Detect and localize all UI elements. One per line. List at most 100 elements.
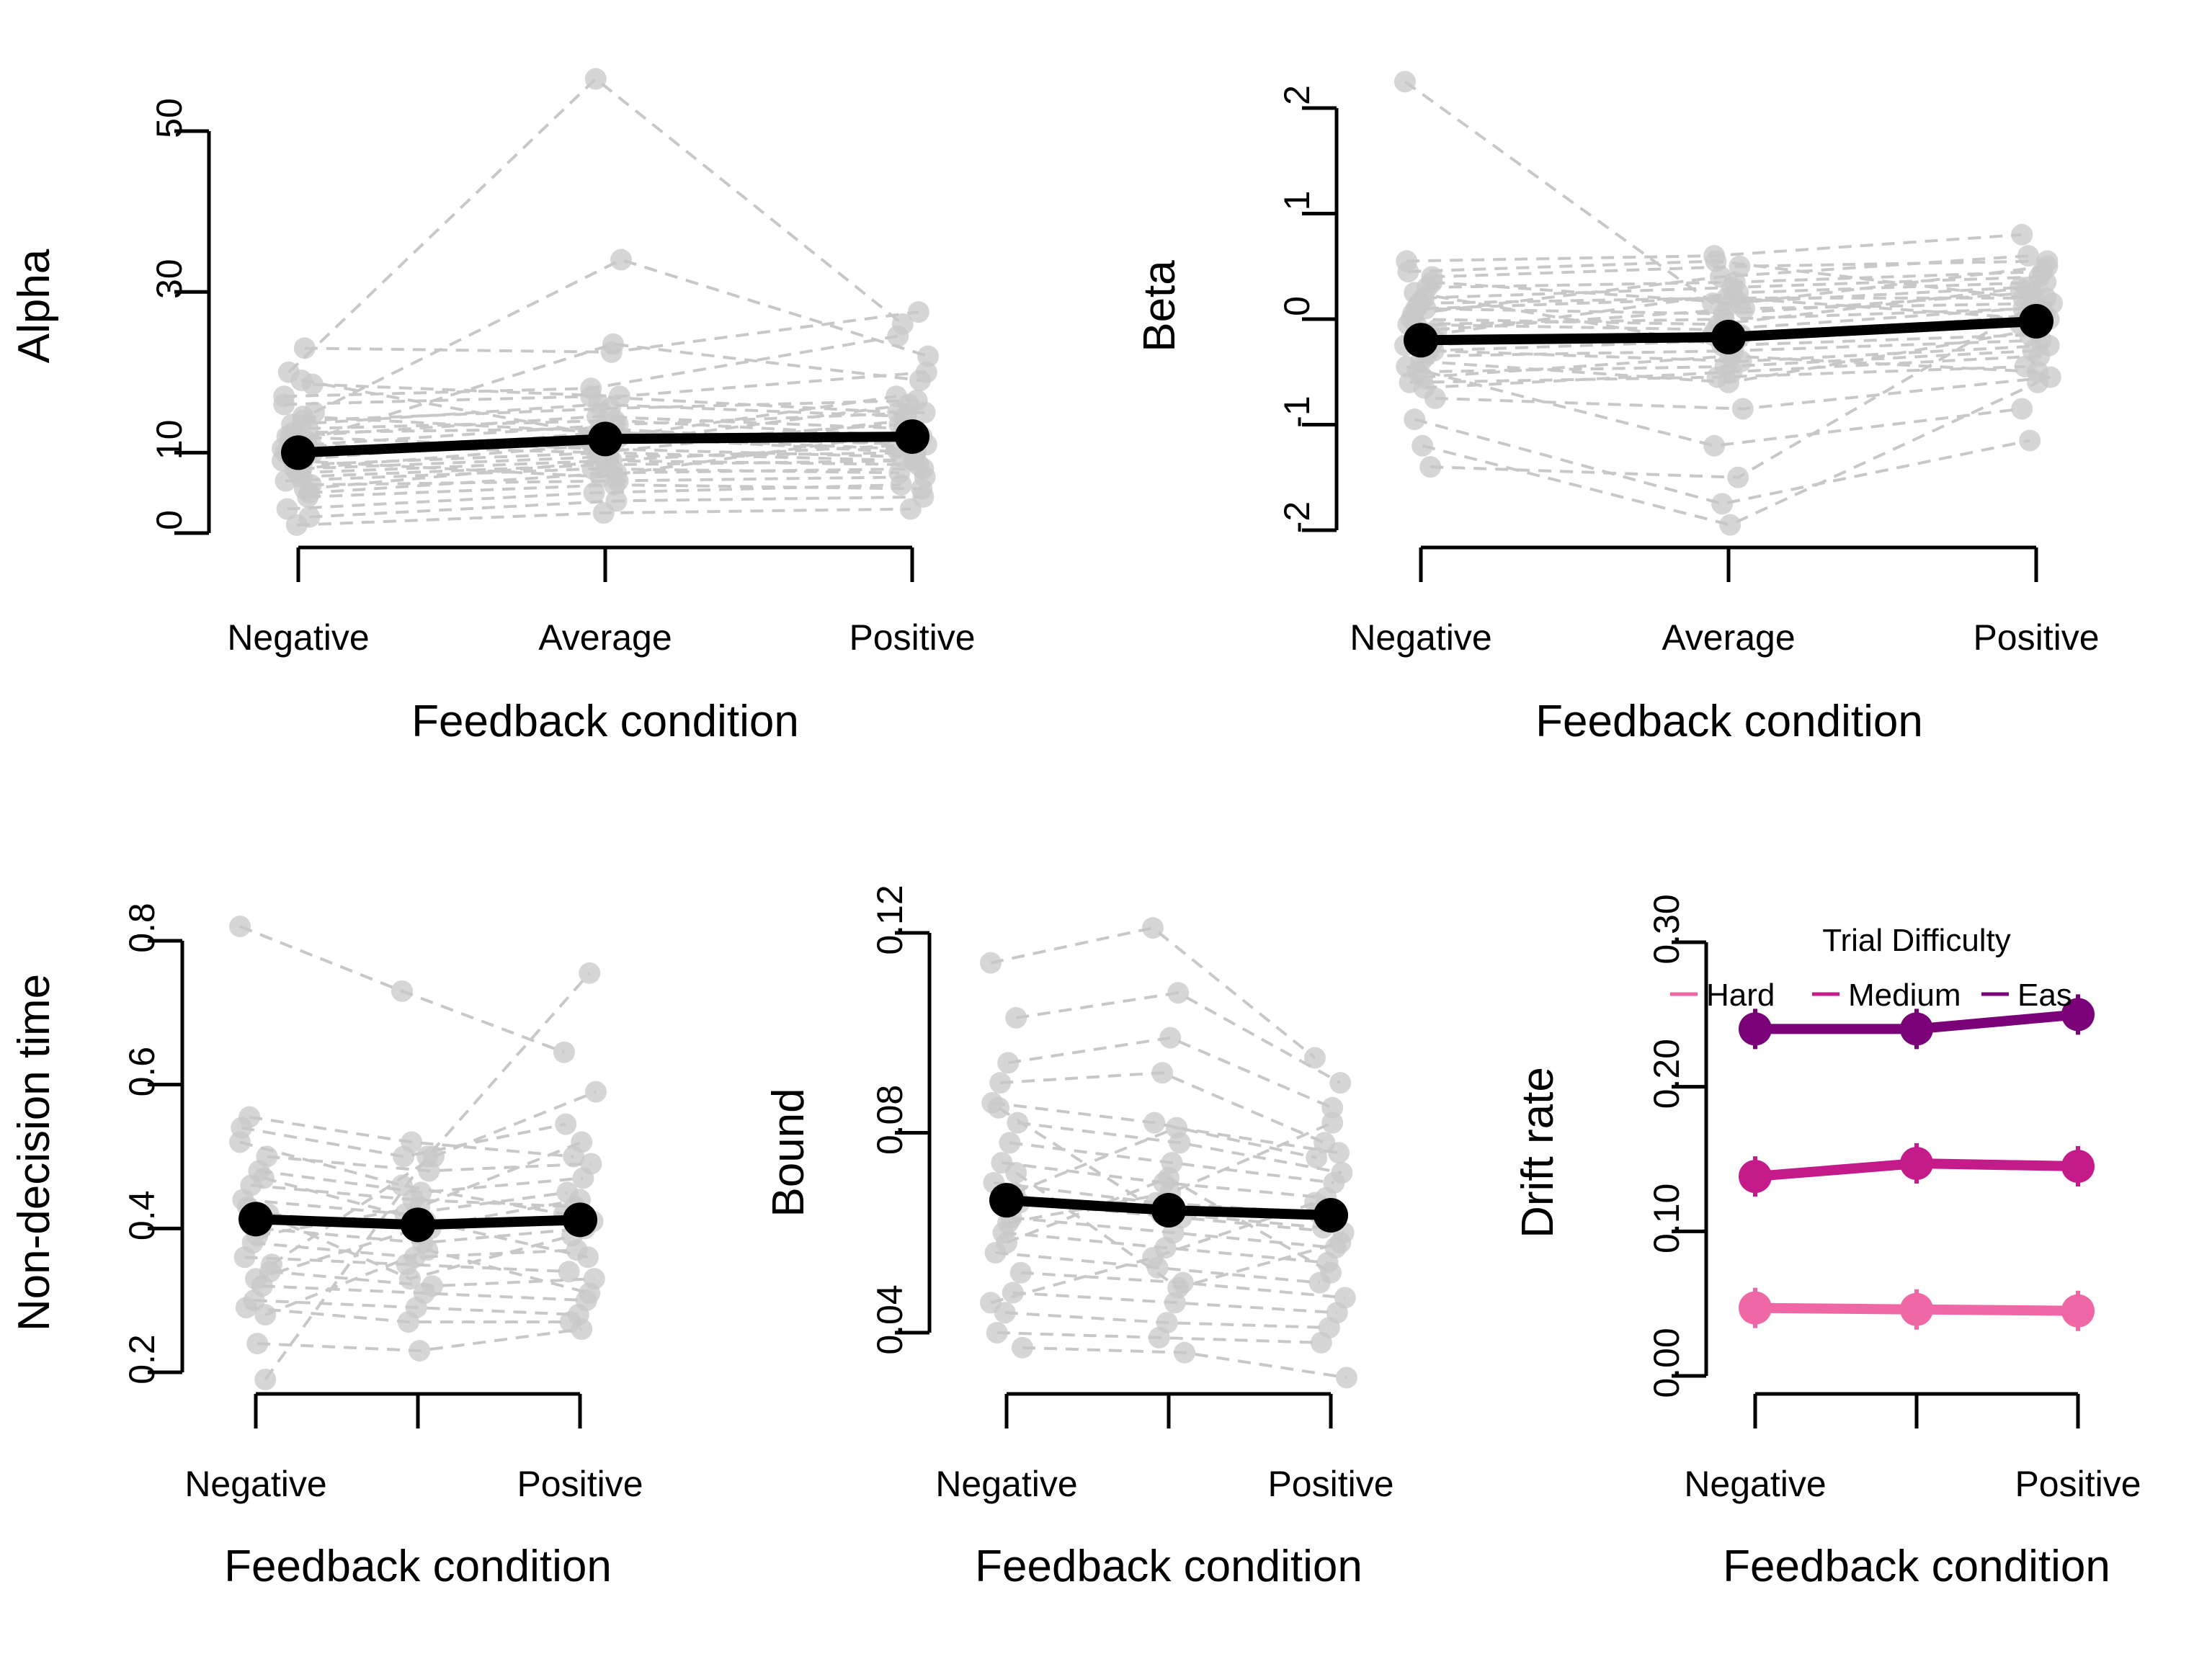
- x-axis-title: Feedback condition: [1535, 697, 1923, 746]
- individual-point: [1166, 1117, 1187, 1139]
- x-tick-label: Positive: [1973, 617, 2099, 658]
- individual-point: [2012, 287, 2035, 309]
- x-axis-title: Feedback condition: [975, 1542, 1363, 1591]
- individual-line: [1007, 1121, 1333, 1225]
- individual-point: [2038, 334, 2060, 357]
- x-tick-label: Negative: [184, 1464, 326, 1504]
- y-tick-label: 0.04: [870, 1284, 910, 1354]
- x-tick-label: Negative: [1350, 617, 1491, 658]
- individual-point: [1404, 408, 1426, 431]
- individual-point: [1705, 250, 1727, 272]
- y-tick-label: -1: [1277, 395, 1317, 427]
- series-point: [2061, 1294, 2095, 1328]
- individual-point: [1703, 434, 1726, 457]
- y-tick-label: 0.20: [1646, 1039, 1687, 1109]
- individual-point: [1727, 466, 1749, 488]
- x-tick-label: Positive: [1267, 1464, 1393, 1504]
- x-tick-label: Positive: [849, 617, 975, 658]
- chart-panel-1: 0 10 30 50 Negative Average Positive Feedback c…: [9, 68, 976, 746]
- x-tick-label: Positive: [2015, 1464, 2141, 1504]
- individual-line: [264, 972, 591, 1381]
- individual-point: [909, 369, 931, 391]
- individual-point: [1007, 1112, 1029, 1134]
- individual-point: [290, 369, 313, 391]
- series-point: [1739, 1012, 1772, 1046]
- individual-point: [553, 1041, 575, 1063]
- individual-point: [233, 1246, 256, 1269]
- individual-point: [989, 1072, 1012, 1094]
- individual-point: [912, 486, 935, 508]
- y-tick-label: 0: [1277, 296, 1317, 316]
- mean-point: [1151, 1193, 1186, 1228]
- individual-point: [293, 478, 316, 500]
- mean-point: [563, 1202, 597, 1238]
- individual-point: [585, 1081, 607, 1103]
- chart-panel-4: 0.04 0.08 0.12 Negative Positive Feedback con…: [764, 885, 1394, 1591]
- individual-point: [276, 498, 298, 520]
- individual-point: [254, 1368, 277, 1390]
- individual-point: [588, 393, 610, 416]
- individual-point: [558, 1261, 580, 1283]
- y-axis-title: Beta: [1135, 260, 1185, 352]
- individual-point: [416, 1239, 439, 1261]
- individual-line: [306, 342, 921, 442]
- individual-line: [287, 76, 904, 374]
- individual-point: [917, 345, 939, 367]
- chart-panel-2: -2 -1 0 1 2 Negative Average Positive Feedback c…: [1135, 71, 2100, 746]
- individual-point: [1148, 1326, 1170, 1349]
- individual-point: [1320, 1261, 1342, 1284]
- chart-panel-5: 0.00 0.10 0.20 0.30 Negative Positive Feedback…: [1513, 894, 2141, 1591]
- individual-point: [577, 1246, 599, 1269]
- individual-point: [399, 1268, 421, 1290]
- individual-point: [888, 462, 911, 484]
- individual-point: [559, 1311, 581, 1333]
- individual-point: [1719, 514, 1741, 536]
- chart-panel-3: 0.2 0.4 0.6 0.8 Negative Positive Feedback con…: [9, 903, 643, 1591]
- x-axis-title: Feedback condition: [1723, 1542, 2110, 1591]
- y-tick-label: 30: [149, 259, 189, 299]
- individual-point: [980, 952, 1002, 974]
- individual-point: [2011, 223, 2033, 246]
- individual-point: [1328, 1142, 1350, 1164]
- individual-point: [572, 1167, 594, 1189]
- x-axis-title: Feedback condition: [224, 1542, 612, 1591]
- individual-point: [393, 1145, 415, 1168]
- individual-point: [1167, 982, 1190, 1004]
- x-tick-label: Negative: [1684, 1464, 1826, 1504]
- series-point: [1739, 1160, 1772, 1194]
- individual-point: [2036, 255, 2059, 277]
- individual-point: [1412, 434, 1434, 457]
- individual-line: [990, 926, 1316, 1059]
- individual-point: [235, 1297, 257, 1319]
- individual-point: [1005, 1006, 1027, 1029]
- individual-point: [1722, 287, 1744, 309]
- y-tick-label: 0.08: [870, 1085, 910, 1155]
- x-tick-label: Positive: [517, 1464, 643, 1504]
- individual-point: [254, 1304, 277, 1326]
- individual-line: [1406, 365, 2023, 447]
- individual-point: [571, 1131, 593, 1153]
- y-axis-title: Drift rate: [1513, 1067, 1563, 1238]
- series-point: [2061, 1150, 2095, 1184]
- individual-line: [990, 1201, 1316, 1305]
- individual-point: [579, 962, 601, 984]
- individual-point: [229, 916, 251, 938]
- y-axis-title: Alpha: [9, 249, 59, 363]
- individual-point: [391, 980, 413, 1002]
- individual-point: [887, 325, 909, 347]
- individual-point: [298, 506, 321, 528]
- individual-point: [997, 1052, 1020, 1074]
- individual-point: [1397, 261, 1419, 283]
- individual-point: [2035, 271, 2057, 293]
- legend-label: Medium: [1848, 978, 1961, 1013]
- individual-point: [1396, 355, 1418, 377]
- individual-point: [996, 1232, 1017, 1254]
- individual-point: [1306, 1147, 1328, 1169]
- y-tick-label: 0.4: [122, 1191, 162, 1241]
- individual-point: [2019, 429, 2041, 452]
- y-tick-label: 1: [1277, 191, 1317, 211]
- individual-point: [1321, 1096, 1344, 1119]
- individual-point: [229, 1131, 251, 1153]
- individual-line: [239, 1140, 565, 1216]
- individual-point: [253, 1167, 275, 1189]
